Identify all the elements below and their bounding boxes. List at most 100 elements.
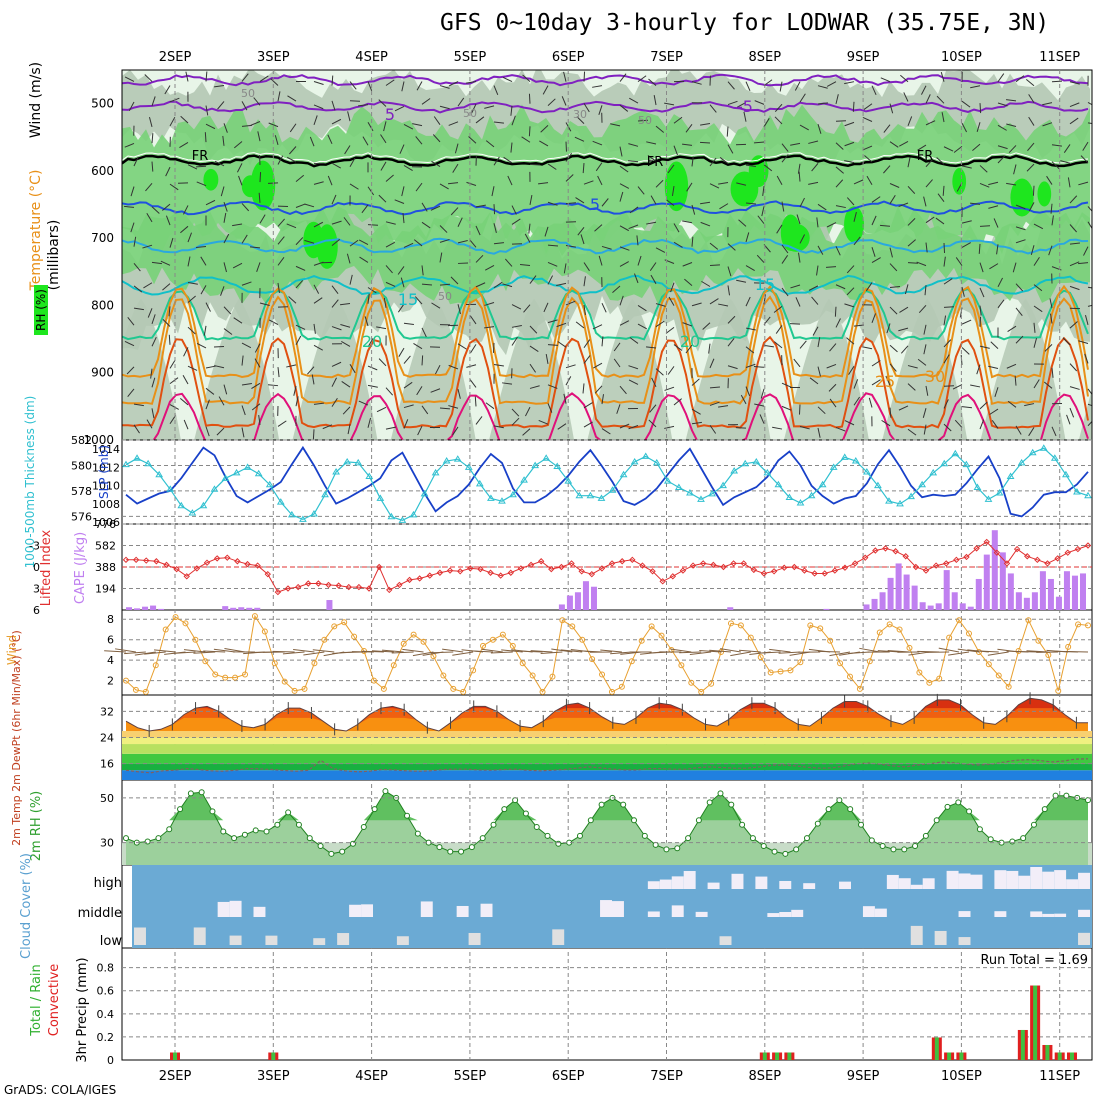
wind-barb: [1033, 322, 1036, 333]
wind-barb: [214, 160, 225, 167]
cape-bar: [903, 574, 910, 610]
wind-barb: [592, 140, 603, 146]
wind-barb: [871, 257, 881, 264]
wind-barb: [997, 102, 1008, 107]
wind-barb: [431, 302, 441, 309]
rh-point: [155, 835, 162, 842]
wind-speed-point: [1015, 647, 1022, 654]
wind-barb: [232, 262, 243, 269]
cloud-mid-block: [349, 904, 362, 917]
precip-bar-total: [762, 1052, 767, 1060]
cloud-low-block: [910, 925, 923, 945]
cloud-tick: middle: [78, 906, 122, 921]
rh-high-spot: [664, 161, 689, 212]
wind-barb: [313, 261, 324, 266]
wind-barb: [1006, 363, 1017, 369]
wind-barb: [700, 221, 711, 227]
wind-barb: [727, 315, 736, 324]
wind-barb: [524, 233, 531, 243]
wind-barb: [399, 144, 405, 154]
lifted-index-point: [132, 556, 140, 564]
wind-barb: [651, 377, 657, 388]
rh-point: [231, 835, 238, 842]
lifted-index-point: [618, 558, 626, 565]
wind-barb: [503, 156, 513, 164]
wind-speed-point: [985, 661, 992, 668]
wind-barb: [220, 286, 225, 296]
wind-barb: [1087, 206, 1092, 212]
lifted-index-point: [568, 560, 575, 567]
axis-label-group: 2m Temp 2m DewPt (6hr Min/Max) (°C): [10, 630, 23, 846]
wind-barb: [816, 265, 819, 276]
slp-point: [708, 489, 716, 497]
wind-barb: [421, 327, 427, 338]
cloud-high-block: [1078, 872, 1090, 889]
rh-point: [793, 846, 800, 853]
wind-barb: [883, 165, 891, 174]
wind-barb: [367, 186, 375, 196]
lifted-index-point: [993, 549, 1001, 556]
slp-point: [343, 457, 352, 465]
wind-barb: [745, 346, 755, 354]
slp-point: [553, 462, 562, 469]
wind-barb: [943, 306, 955, 308]
wind-barb: [922, 408, 927, 418]
cloud-mid-block: [695, 911, 708, 917]
precip-bar-total: [1020, 1029, 1025, 1060]
wind-barb: [1087, 102, 1092, 106]
wind-barb: [563, 263, 567, 274]
wind-barb: [133, 424, 140, 434]
wind-barb-10m: [679, 651, 702, 654]
wind-barb: [817, 203, 827, 211]
wind-barb: [522, 428, 531, 436]
wind-barb: [988, 205, 999, 209]
slp-point: [542, 454, 551, 461]
cloud-tick: high: [94, 876, 122, 891]
cape-bar: [246, 607, 253, 610]
wind-barb: [565, 300, 576, 306]
wind-barb: [907, 262, 919, 264]
wind-barb: [327, 175, 333, 186]
wind-barb: [979, 345, 990, 349]
rh-point: [522, 810, 529, 817]
cape-bar: [1015, 592, 1022, 610]
wind-barb-10m: [877, 650, 900, 653]
wind-barb: [670, 282, 675, 293]
wind-barb: [853, 379, 859, 389]
wind-barb: [961, 347, 970, 355]
wind-barb: [511, 304, 522, 310]
cloud-mid-block: [253, 906, 266, 917]
wind-barb: [169, 237, 174, 248]
wind-barb: [268, 122, 279, 128]
wind-barb: [1084, 353, 1089, 364]
wind-barb: [852, 101, 855, 112]
slp-point: [210, 485, 219, 492]
wind-barb: [655, 368, 664, 376]
slp-point: [984, 495, 993, 502]
slp-point: [1062, 470, 1070, 478]
wind-barb: [376, 326, 387, 330]
wind-barb: [972, 143, 981, 151]
wind-barb: [1062, 337, 1071, 346]
wind-barb: [124, 142, 135, 148]
temp-contour: [122, 392, 1089, 440]
wind-barb: [313, 323, 316, 334]
wind-barb: [469, 379, 477, 388]
rh-point: [436, 844, 443, 851]
wind-barb: [256, 262, 261, 272]
tick-label: 8: [107, 613, 114, 626]
wind-barb: [727, 243, 736, 251]
wind-barb: [312, 429, 315, 440]
cloud-mid-block: [612, 901, 624, 917]
wind-barb: [547, 319, 558, 324]
wind-barb: [331, 326, 342, 331]
cloud-mid-block: [1030, 911, 1043, 917]
wind-speed-point: [529, 672, 536, 679]
rh-point: [955, 799, 962, 806]
wind-barb: [415, 136, 423, 145]
wind-barb-10m: [303, 651, 325, 656]
wind-barb: [241, 342, 252, 349]
wind-barb: [583, 276, 586, 287]
wind-barb: [979, 165, 988, 173]
wind-barb: [817, 85, 828, 89]
